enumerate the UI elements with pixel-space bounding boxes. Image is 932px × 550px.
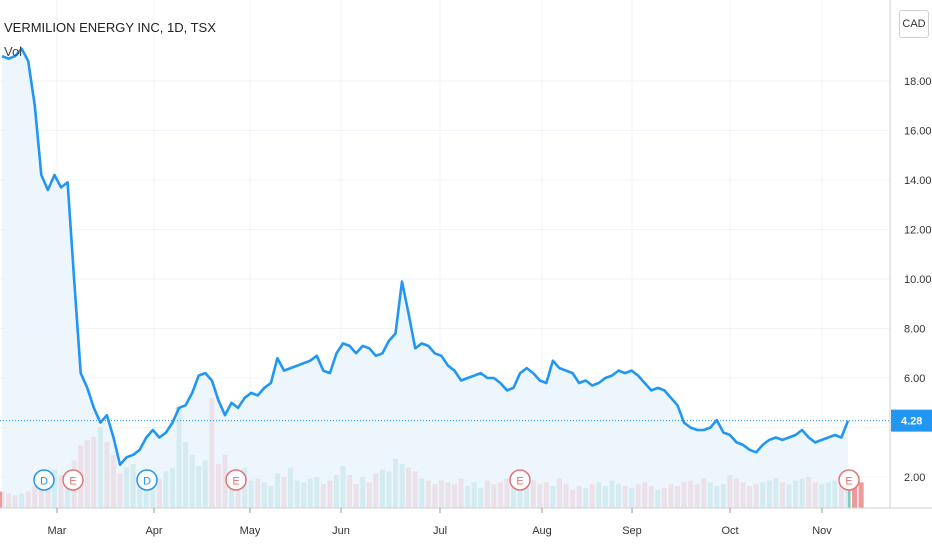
- y-tick-label: 14.00: [904, 175, 932, 187]
- event-marker-label: D: [143, 476, 151, 488]
- earnings-marker[interactable]: E: [62, 469, 84, 491]
- volume-label: Vol: [4, 44, 23, 59]
- volume-bar: [852, 478, 858, 508]
- y-tick-label: 2.00: [904, 472, 925, 484]
- x-tick-label: Jul: [433, 525, 447, 537]
- last-price-tag-label: 4.28: [901, 416, 922, 428]
- earnings-marker[interactable]: E: [838, 469, 860, 491]
- y-tick-label: 12.00: [904, 224, 932, 236]
- chart-title: VERMILION ENERGY INC, 1D, TSX: [4, 20, 216, 35]
- event-marker-label: E: [232, 476, 239, 488]
- y-tick-label: 6.00: [904, 373, 925, 385]
- x-tick-label: Oct: [721, 525, 738, 537]
- price-line: [1, 47, 850, 466]
- dividend-marker[interactable]: D: [136, 469, 158, 491]
- x-tick-label: Sep: [622, 525, 642, 537]
- volume-bar: [858, 482, 864, 508]
- x-tick-label: Nov: [812, 525, 832, 537]
- event-marker-label: E: [516, 476, 523, 488]
- event-marker-label: E: [69, 476, 76, 488]
- event-marker-label: E: [845, 476, 852, 488]
- last-price-tag: 4.28: [891, 409, 932, 432]
- last-price-tag-bg: [891, 409, 932, 432]
- x-tick-label: Mar: [48, 525, 67, 537]
- x-tick-label: Jun: [332, 525, 350, 537]
- x-tick-label: Aug: [532, 525, 552, 537]
- price-area-fill: [2, 48, 848, 508]
- time-axis: Mar Apr May Jun Jul Aug Sep Oct Nov: [48, 508, 832, 537]
- y-tick-label: 18.00: [904, 76, 932, 88]
- currency-button[interactable]: CAD: [899, 10, 929, 38]
- earnings-marker[interactable]: E: [509, 469, 531, 491]
- y-tick-label: 8.00: [904, 324, 925, 336]
- y-tick-label: 16.00: [904, 125, 932, 137]
- event-marker-label: D: [40, 476, 48, 488]
- earnings-marker[interactable]: E: [225, 469, 247, 491]
- x-tick-label: May: [240, 525, 261, 537]
- dividend-marker[interactable]: D: [33, 469, 55, 491]
- x-tick-label: Apr: [145, 525, 162, 537]
- y-tick-label: 10.00: [904, 274, 932, 286]
